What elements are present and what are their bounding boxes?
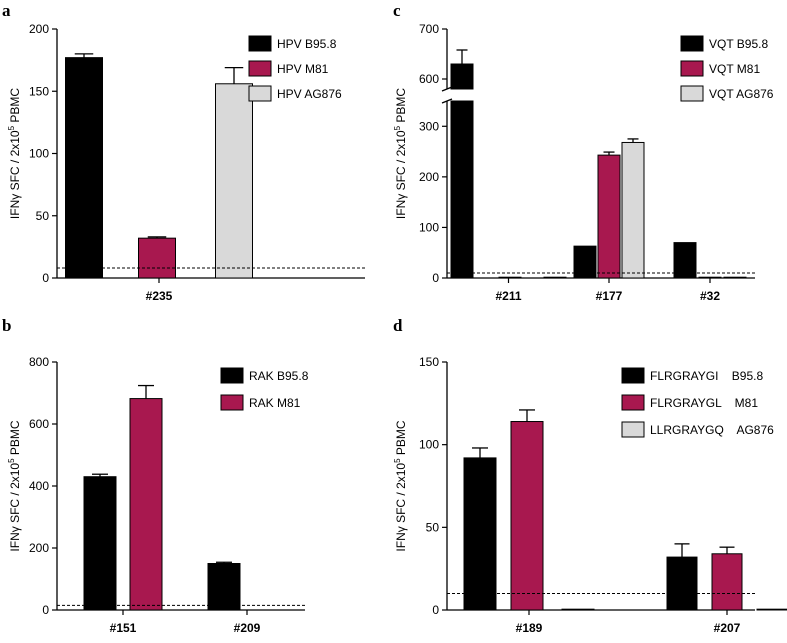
x-tick-label: #235 <box>146 289 173 303</box>
axis-break-mark <box>441 86 453 92</box>
legend-label: RAK B95.8 <box>249 369 309 383</box>
chart-panel-d: d 0 50 100 150 IFNγ SFC / 2x105 PBMC #189 #207 F… <box>393 316 787 635</box>
panel-letter: c <box>393 1 401 20</box>
bar <box>723 276 747 279</box>
x-tick-label: #32 <box>700 289 720 303</box>
bar <box>498 276 522 279</box>
bar <box>463 457 497 611</box>
y-tick-label: 50 <box>36 209 50 223</box>
y-tick-label: 150 <box>29 84 49 98</box>
legend-swatch <box>248 60 272 77</box>
legend-swatch <box>621 367 645 384</box>
y-tick-label: 700 <box>419 22 439 36</box>
bar <box>561 608 595 611</box>
y-tick-label: 0 <box>42 603 49 617</box>
axis-break-mark <box>441 98 453 104</box>
y-tick-label: 600 <box>29 417 49 431</box>
legend-swatch <box>220 367 244 384</box>
bar <box>666 556 698 611</box>
legend-swatch <box>680 35 704 52</box>
bar <box>65 57 103 279</box>
bar <box>673 242 697 279</box>
x-tick-label: #207 <box>714 621 741 635</box>
legend-label: HPV AG876 <box>277 87 342 101</box>
legend-swatch <box>680 85 704 102</box>
y-tick-label: 400 <box>29 479 49 493</box>
y-tick-label: 150 <box>419 355 439 369</box>
bar <box>215 83 253 279</box>
y-tick-label: 600 <box>419 72 439 86</box>
legend-swatch <box>248 85 272 102</box>
y-tick-label: 0 <box>42 271 49 285</box>
y-axis-label: IFNγ SFC / 2x105 PBMC <box>393 420 408 551</box>
legend-swatch <box>220 394 244 411</box>
x-tick-label: #189 <box>516 621 543 635</box>
bar <box>711 553 743 611</box>
legend-label: HPV M81 <box>277 62 329 76</box>
y-tick-label: 100 <box>419 438 439 452</box>
bar <box>543 276 567 279</box>
chart-panel-b: b 0 200 400 600 800 IFNγ SFC / 2x105 PBMC #151 #… <box>2 316 309 635</box>
panel-letter: d <box>393 316 403 335</box>
legend-swatch <box>248 35 272 52</box>
y-tick-label: 0 <box>432 603 439 617</box>
bar <box>698 276 722 279</box>
legend-label: FLRGRAYGL M81 <box>650 396 758 410</box>
legend-label: VQT AG876 <box>709 87 774 101</box>
y-axis-label: IFNγ SFC / 2x105 PBMC <box>393 88 408 219</box>
bar <box>138 237 176 279</box>
legend-label: HPV B95.8 <box>277 37 337 51</box>
y-axis-label: IFNγ SFC / 2x105 PBMC <box>7 88 22 219</box>
bar <box>510 421 544 611</box>
legend-swatch <box>621 421 645 438</box>
y-axis-label: IFNγ SFC / 2x105 PBMC <box>7 420 22 551</box>
x-tick-label: #211 <box>495 289 521 303</box>
y-tick-label: 50 <box>426 520 440 534</box>
legend-label: FLRGRAYGI B95.8 <box>650 369 763 383</box>
legend-label: RAK M81 <box>249 396 301 410</box>
bar <box>129 398 163 611</box>
y-tick-label: 0 <box>432 271 439 285</box>
y-tick-label: 200 <box>29 541 49 555</box>
bar <box>450 63 474 90</box>
y-tick-label: 200 <box>419 170 439 184</box>
panel-letter: a <box>2 1 11 20</box>
y-tick-label: 100 <box>29 147 49 161</box>
chart-panel-a: a 0 50 100 150 200 IFNγ SFC / 2x105 PBMC #235 HP… <box>2 1 365 303</box>
chart-panel-c: c 0 100 200 300 600 700 IFNγ SFC / 2x105 PBMC #2… <box>393 1 774 303</box>
y-tick-label: 100 <box>419 220 439 234</box>
bar <box>83 476 117 611</box>
y-tick-label: 200 <box>29 22 49 36</box>
x-tick-label: #209 <box>234 621 261 635</box>
bar <box>573 245 597 279</box>
legend-label: VQT B95.8 <box>709 37 768 51</box>
bar <box>450 100 474 279</box>
x-tick-label: #177 <box>596 289 623 303</box>
legend-swatch <box>621 394 645 411</box>
x-tick-label: #151 <box>110 621 137 635</box>
legend-label: VQT M81 <box>709 62 760 76</box>
y-tick-label: 300 <box>419 119 439 133</box>
legend-label: LLRGRAYGQ AG876 <box>650 423 774 437</box>
bar <box>621 141 645 279</box>
legend-swatch <box>680 60 704 77</box>
bar <box>207 563 241 611</box>
panel-letter: b <box>2 316 11 335</box>
bar <box>756 608 787 611</box>
bar <box>597 154 621 279</box>
y-tick-label: 800 <box>29 355 49 369</box>
